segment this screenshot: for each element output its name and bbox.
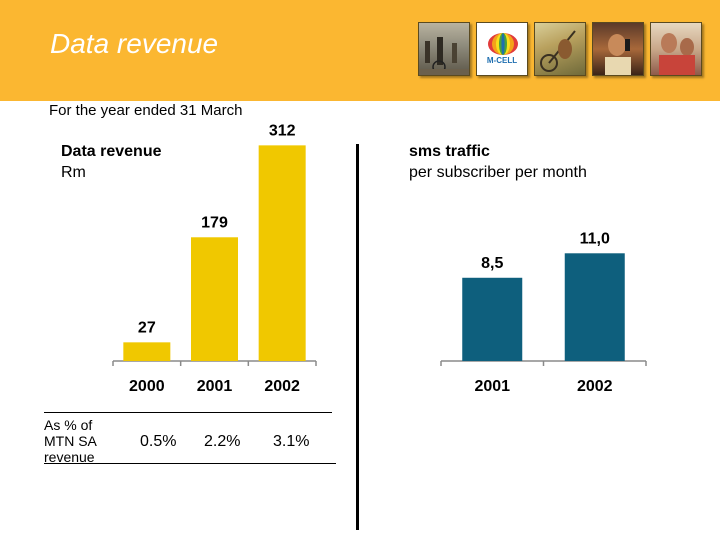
sms-traffic-value-label-2001: 8,5 — [481, 255, 503, 272]
m-cell-logo-mark — [488, 33, 518, 55]
data-revenue-value-label-2001: 179 — [201, 214, 228, 231]
chart-divider — [356, 144, 359, 530]
left-chart-title: Data revenue — [61, 143, 162, 160]
percent-value-2002: 3.1% — [273, 433, 310, 450]
right-chart-title: sms traffic — [409, 143, 490, 160]
woman-phone-photo — [592, 22, 644, 76]
percent-value-2001: 2.2% — [204, 433, 241, 450]
right-chart-unit: per subscriber per month — [409, 164, 587, 181]
m-cell-logo: M-CELL — [476, 22, 528, 76]
percent-row-label: As % of MTN SA revenue — [44, 417, 97, 465]
m-cell-logo-text: M-CELL — [486, 56, 518, 65]
people-photo-art — [659, 33, 695, 75]
cyclist-photo-art — [540, 30, 576, 72]
sms-traffic-bar-2002 — [564, 253, 625, 361]
page-title: Data revenue — [50, 28, 219, 59]
people-photo — [650, 22, 702, 76]
data-revenue-bar-2000 — [123, 342, 171, 361]
header-band: Data revenue M-CELL — [0, 0, 720, 101]
data-revenue-category-label-2001: 2001 — [197, 378, 233, 395]
market-street-photo — [418, 22, 470, 76]
woman-phone-photo-art — [605, 34, 631, 75]
data-revenue-category-label-2002: 2002 — [264, 378, 300, 395]
sms-traffic-value-label-2002: 11,0 — [580, 230, 610, 247]
left-chart-unit: Rm — [61, 164, 86, 181]
percent-bottom-rule — [44, 463, 336, 464]
photo-strip: M-CELL — [418, 22, 702, 78]
data-revenue-bar-2002 — [258, 145, 306, 361]
percent-value-2000: 0.5% — [140, 433, 177, 450]
data-revenue-category-label-2000: 2000 — [129, 378, 165, 395]
cyclist-photo — [534, 22, 586, 76]
sms-traffic-category-label-2002: 2002 — [577, 378, 613, 395]
percent-top-rule — [44, 412, 332, 413]
period-subtitle: For the year ended 31 March — [49, 102, 243, 119]
data-revenue-value-label-2002: 312 — [269, 122, 296, 139]
data-revenue-bar-2001 — [191, 237, 238, 361]
market-street-photo-art — [419, 37, 469, 75]
sms-traffic-bar-2001 — [462, 277, 523, 361]
sms-traffic-category-label-2001: 2001 — [474, 378, 510, 395]
data-revenue-value-label-2000: 27 — [138, 319, 156, 336]
